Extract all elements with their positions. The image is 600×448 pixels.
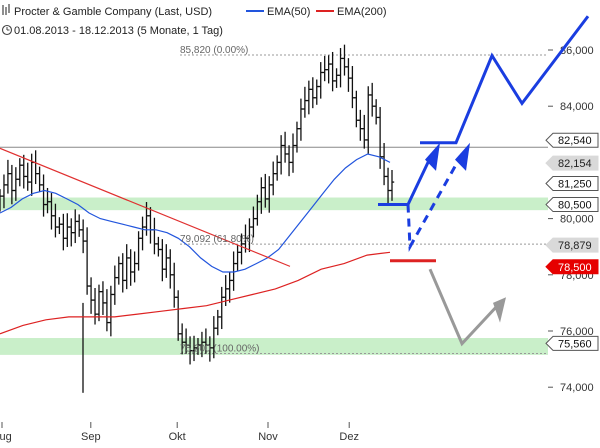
- ema50-line: [0, 153, 391, 273]
- price-label: 82,154: [558, 158, 592, 170]
- arrow-head: [455, 142, 470, 171]
- clock-icon: [1, 24, 13, 36]
- y-tick-label: 84,000: [560, 101, 594, 113]
- ema200-legend-label: EMA(200): [337, 6, 387, 18]
- y-tick-label: 86,000: [560, 45, 594, 57]
- x-tick-label: Dez: [339, 431, 359, 443]
- price-label: 75,560: [558, 338, 592, 350]
- x-axis-ticks: Aug Sep Okt Nov Dez: [0, 422, 359, 443]
- x-tick-label: Okt: [169, 431, 186, 443]
- chart-header: Procter & Gamble Company (Last, USD) EMA…: [1, 4, 387, 37]
- level-annotation: 85,820 (0.00%): [180, 45, 248, 56]
- x-tick-label: Nov: [258, 431, 278, 443]
- price-label-box: [545, 197, 599, 213]
- trend-line: [0, 147, 291, 267]
- ema50-legend-label: EMA(50): [267, 6, 310, 18]
- price-label: 82,540: [558, 135, 592, 147]
- scenario-target-path: [420, 15, 590, 145]
- scenario-up-arrow: [378, 153, 434, 207]
- support-zones: [0, 197, 548, 355]
- price-label-box: [545, 132, 599, 148]
- date-range: 01.08.2013 - 18.12.2013 (5 Monate, 1 Tag…: [14, 25, 223, 37]
- price-label-box: [545, 175, 599, 191]
- y-tick-label: 74,000: [560, 382, 594, 394]
- price-label: 78,879: [558, 240, 592, 252]
- y-tick-label: 80,000: [560, 214, 594, 226]
- price-bars: [0, 44, 395, 393]
- arrow-head: [425, 142, 440, 171]
- price-label-box: [545, 155, 599, 171]
- price-label-box: [545, 237, 599, 253]
- x-tick-label: Aug: [0, 431, 12, 443]
- arrow-head: [493, 297, 506, 323]
- price-label-box: [545, 259, 599, 275]
- price-labels: 82,540 82,154 81,250 80,500 78,879 78,500 75,5…: [545, 132, 599, 351]
- y-tick-label: 76,000: [560, 326, 594, 338]
- level-annotation: 75,200 (100.00%): [180, 343, 260, 354]
- trend-line: [0, 147, 291, 267]
- support-zone: [0, 338, 548, 355]
- price-label-box: [545, 335, 599, 351]
- bars-icon: [2, 4, 10, 15]
- scenario-dashed-arrow: [406, 153, 464, 252]
- price-label: 81,250: [558, 178, 592, 190]
- price-label: 80,500: [558, 200, 592, 212]
- level-annotation: 79,092 (61.80%): [180, 234, 254, 245]
- scenario-down-arrow: [428, 268, 502, 347]
- ema200-line: [0, 251, 391, 335]
- x-tick-label: Sep: [81, 431, 101, 443]
- scenario-arrows: [378, 15, 590, 347]
- level-annotations: 85,820 (0.00%) 79,092 (61.80%) 75,200 (100…: [180, 45, 260, 354]
- chart-title: Procter & Gamble Company (Last, USD): [14, 6, 212, 18]
- moving-averages: [0, 153, 391, 335]
- price-label: 78,500: [558, 262, 592, 274]
